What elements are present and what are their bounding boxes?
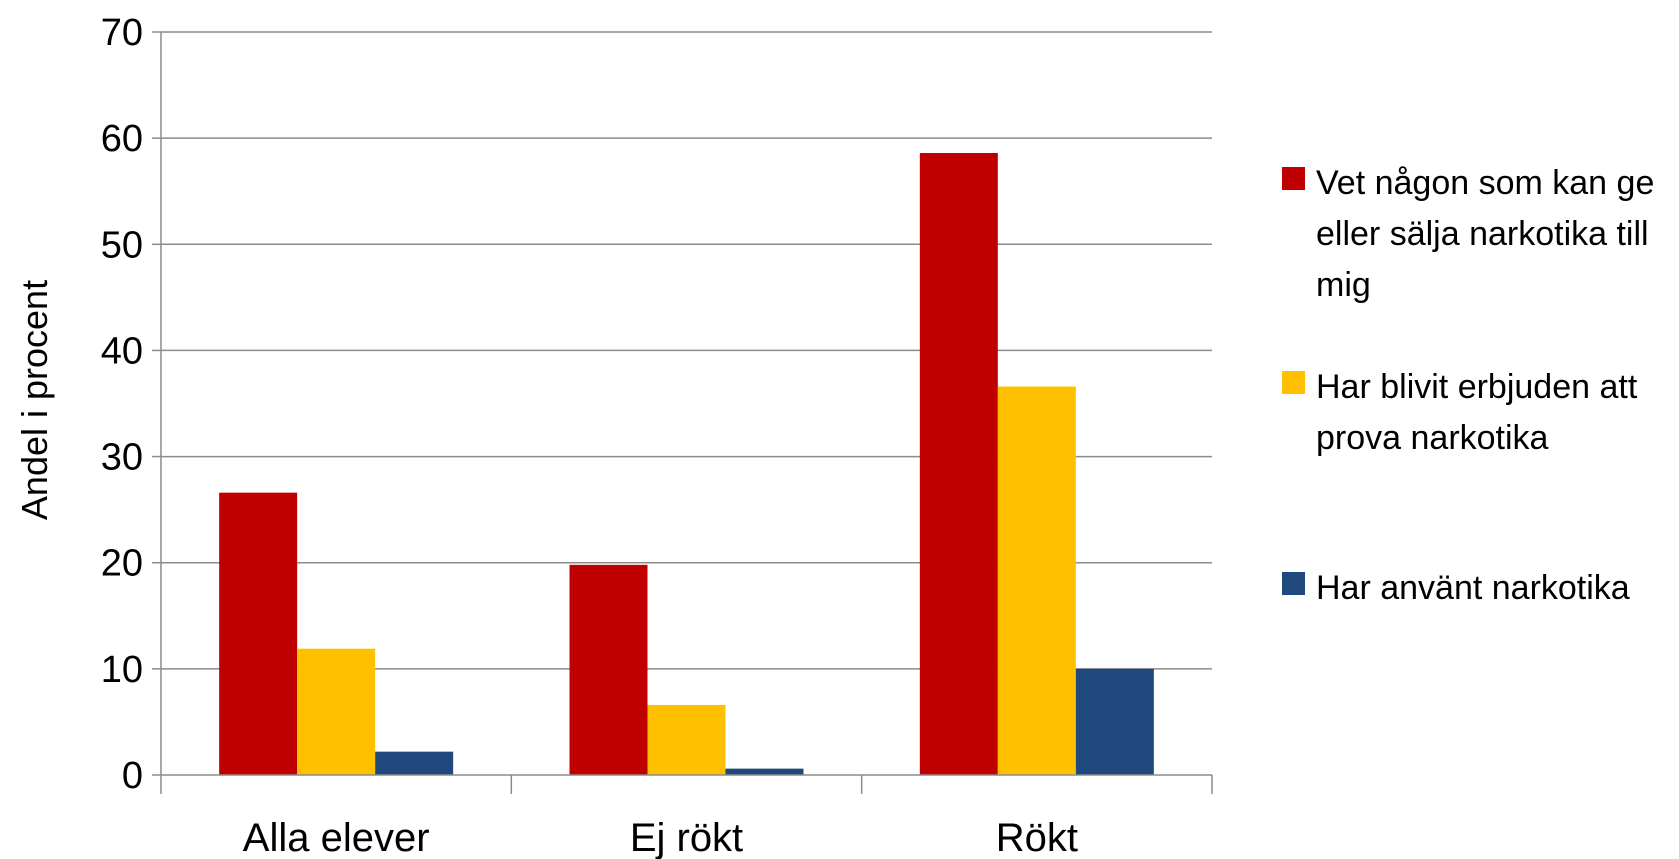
- axes: [152, 31, 1213, 794]
- x-category-label: Ej rökt: [630, 816, 743, 859]
- y-axis-title: Andel i procent: [14, 280, 55, 520]
- y-tick-label: 10: [101, 649, 143, 691]
- bar-2: [297, 648, 376, 775]
- x-category-label: Alla elever: [243, 816, 430, 859]
- y-tick-label: 60: [101, 118, 143, 160]
- y-tick-label: 20: [101, 543, 143, 585]
- bar-3: [375, 751, 454, 775]
- bars: [219, 153, 1154, 775]
- bar-2: [647, 704, 726, 775]
- y-tick-label: 30: [101, 437, 143, 479]
- legend-label-3: Har använt narkotika: [1316, 569, 1630, 607]
- legend-item-2: Har blivit erbjuden att prova narkotika: [1282, 362, 1666, 464]
- bar-3: [1075, 668, 1154, 775]
- bar-3: [725, 768, 804, 775]
- y-tick-label: 50: [101, 224, 143, 266]
- y-tick-label: 70: [101, 12, 143, 54]
- y-tick-label: 0: [122, 755, 143, 797]
- bar-1: [219, 492, 298, 775]
- bar-1: [919, 153, 998, 775]
- bar-2: [997, 386, 1076, 775]
- legend-label-2: Har blivit erbjuden att prova narkotika: [1316, 368, 1638, 457]
- legend-item-3: Har använt narkotika: [1282, 563, 1666, 614]
- labels: 0 10 20 30 40 50 60 70 Alla elever Ej rökt Rökt: [101, 12, 1078, 859]
- legend-item-1: Vet någon som kan ge eller sälja narkoti…: [1282, 158, 1666, 311]
- legend-swatch-3: [1282, 572, 1305, 595]
- x-category-label: Rökt: [996, 816, 1078, 859]
- legend-swatch-2: [1282, 371, 1305, 394]
- gridlines: [161, 31, 1212, 670]
- bar-1: [569, 564, 648, 775]
- legend-swatch-1: [1282, 167, 1305, 190]
- legend-label-1: Vet någon som kan ge eller sälja narkoti…: [1316, 164, 1655, 304]
- y-tick-label: 40: [101, 330, 143, 372]
